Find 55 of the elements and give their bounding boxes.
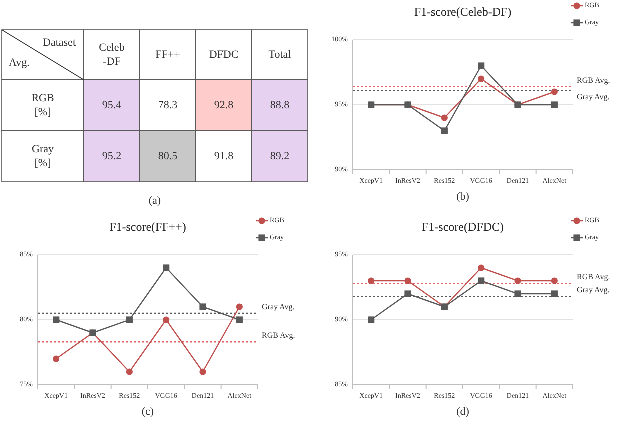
data-label: 88.8 [270, 99, 290, 112]
y-axis-title: Avg. [9, 57, 30, 69]
point [441, 114, 448, 122]
point [551, 290, 558, 298]
x-tick-label: DFDC [209, 48, 239, 61]
data-label: 78.3 [158, 99, 178, 112]
point [551, 278, 558, 284]
point [126, 316, 133, 324]
y-tick-label: RGB [%] [32, 92, 54, 118]
chart-title: F1-score(Celeb-DF) [414, 5, 512, 19]
point [478, 76, 485, 82]
x-tick-label: Celeb -DF [99, 42, 126, 68]
data-label: 95.2 [102, 150, 122, 162]
x-tick-label: FF++ [156, 48, 180, 61]
point [404, 290, 412, 298]
point [200, 368, 206, 376]
point [53, 316, 60, 324]
text: (a) [148, 195, 162, 207]
data-label: 80.5 [158, 150, 178, 162]
ref-line-label: Gray Avg. [577, 92, 610, 102]
data-label: 95.4 [102, 99, 122, 112]
data-label: 92.8 [214, 99, 234, 112]
ref-line-label: Gray Avg. [262, 302, 295, 312]
point [200, 304, 206, 310]
point [236, 316, 243, 324]
point [478, 62, 485, 70]
chart-title: F1-score(FF++) [110, 220, 186, 234]
ref-line-label: Gray Avg. [577, 286, 610, 295]
point [404, 278, 412, 284]
point [368, 316, 375, 324]
ref-line-label: RGB Avg. [262, 331, 296, 340]
point [126, 368, 133, 376]
ref-line-label: RGB Avg. [577, 272, 610, 282]
ref-line-label: RGB Avg. [577, 76, 610, 85]
point [53, 356, 60, 362]
point [163, 316, 170, 324]
chart-title: F1-score(DFDC) [422, 220, 504, 234]
x-tick-label: Total [268, 48, 292, 61]
point [441, 128, 448, 134]
text: (b) [456, 191, 470, 203]
point [514, 290, 522, 298]
text: (c) [142, 406, 154, 418]
point [163, 264, 170, 272]
data-label: 89.2 [270, 150, 290, 162]
point [368, 278, 375, 284]
y-tick-label: Gray [%] [32, 143, 54, 170]
data-label: 91.8 [214, 150, 234, 162]
point [478, 278, 485, 284]
point [236, 304, 243, 310]
point [551, 88, 558, 96]
x-axis-title: Dataset [43, 37, 76, 49]
point [478, 264, 485, 272]
point [514, 278, 522, 284]
point [551, 102, 558, 108]
text: (d) [456, 406, 470, 418]
